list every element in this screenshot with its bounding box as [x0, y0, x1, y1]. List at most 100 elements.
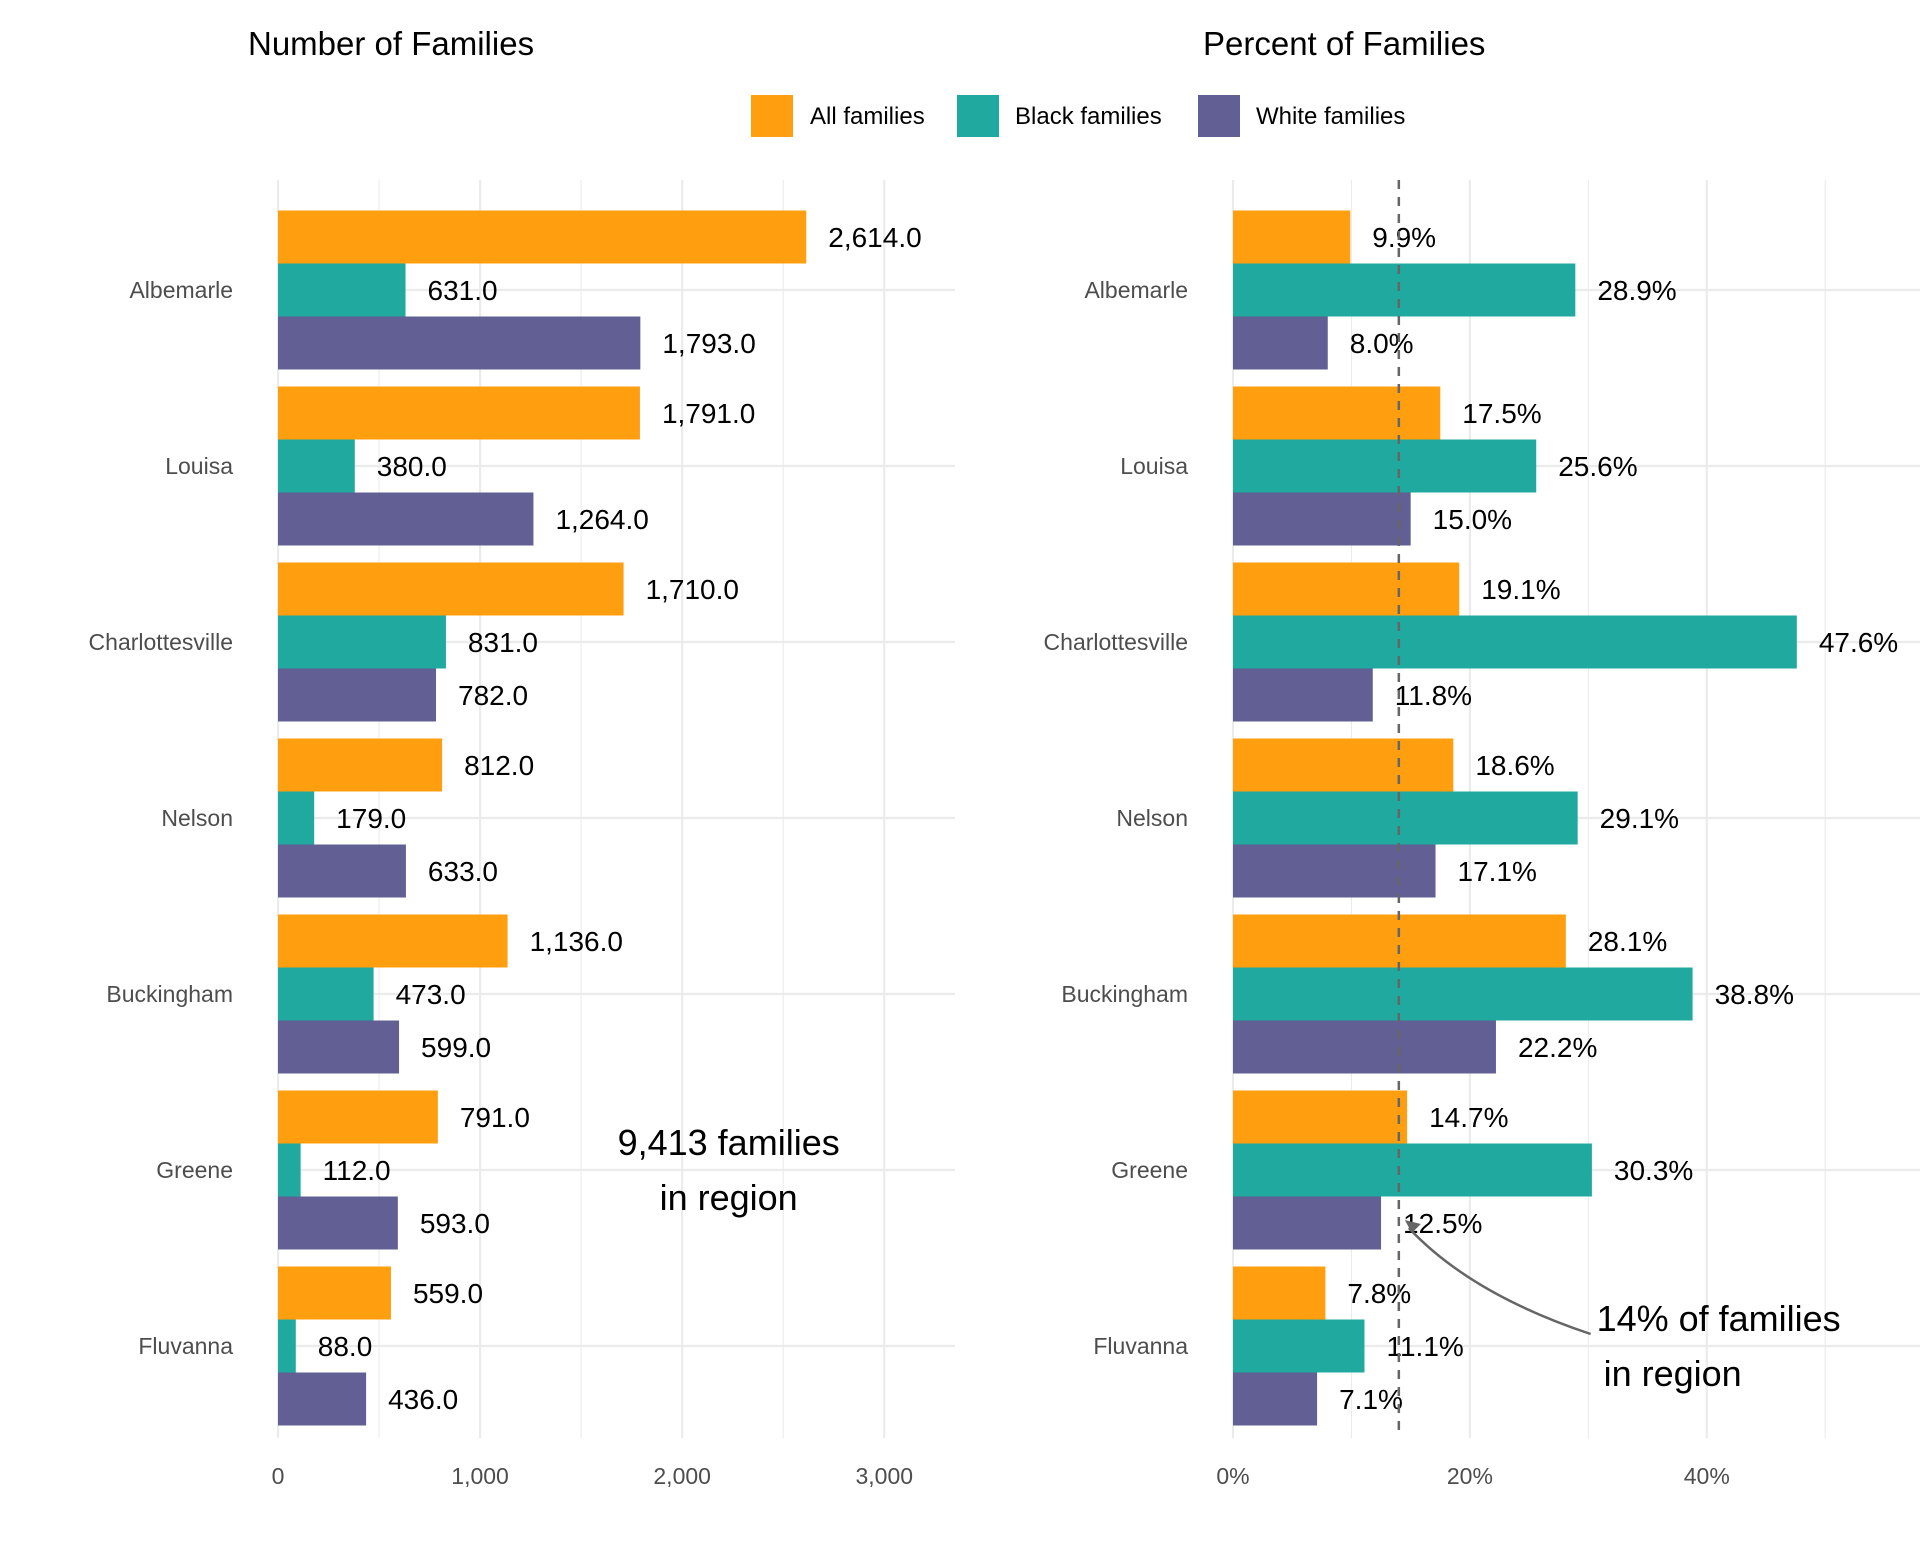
- bar-all: [278, 738, 443, 792]
- data-label-white: 1,264.0: [555, 504, 648, 535]
- category-label-fluvanna: Fluvanna: [1093, 1333, 1188, 1359]
- bar-all: [278, 1266, 391, 1320]
- bar-white: [1233, 1020, 1496, 1074]
- bar-black: [278, 967, 374, 1021]
- bar-white: [278, 492, 534, 546]
- x-tick-label: 20%: [1447, 1463, 1493, 1489]
- bar-all: [278, 562, 624, 616]
- bar-all: [278, 386, 640, 440]
- bar-black: [1233, 1143, 1592, 1197]
- data-label-white: 782.0: [458, 680, 528, 711]
- category-label-nelson: Nelson: [1116, 805, 1188, 831]
- category-label-greene: Greene: [156, 1157, 233, 1183]
- bar-white: [278, 316, 641, 370]
- bar-black: [1233, 263, 1576, 317]
- data-label-all: 791.0: [460, 1102, 530, 1133]
- bar-white: [1233, 1372, 1318, 1426]
- annotation-arrowhead: [1404, 1220, 1421, 1233]
- annotation-text-line1: 9,413 families: [618, 1122, 840, 1163]
- data-label-all: 2,614.0: [828, 222, 921, 253]
- category-label-albemarle: Albemarle: [129, 277, 233, 303]
- data-label-white: 1,793.0: [662, 328, 755, 359]
- annotation-text-line2: in region: [1604, 1353, 1742, 1394]
- annotation-arrow: [1407, 1227, 1592, 1336]
- category-label-buckingham: Buckingham: [106, 981, 233, 1007]
- legend-swatch-black: [957, 95, 999, 137]
- bar-black: [1233, 1319, 1365, 1373]
- legend-swatch-white: [1198, 95, 1240, 137]
- data-label-black: 831.0: [468, 627, 538, 658]
- data-label-white: 599.0: [421, 1032, 491, 1063]
- data-label-black: 29.1%: [1600, 803, 1679, 834]
- bar-black: [1233, 439, 1537, 493]
- data-label-white: 8.0%: [1350, 328, 1414, 359]
- bar-black: [1233, 615, 1797, 669]
- legend-label-white: White families: [1256, 103, 1405, 130]
- x-tick-label: 40%: [1684, 1463, 1730, 1489]
- panel-number: Number of Families 0 1,000 2,000 3,000 Albema…: [89, 25, 955, 1489]
- data-label-white: 15.0%: [1433, 504, 1512, 535]
- bar-white: [278, 668, 437, 722]
- bar-black: [1233, 791, 1578, 845]
- data-label-white: 11.8%: [1395, 680, 1472, 711]
- x-tick-label: 1,000: [451, 1463, 509, 1489]
- data-label-all: 1,136.0: [530, 926, 623, 957]
- bar-white: [1233, 316, 1328, 370]
- data-label-all: 1,791.0: [662, 398, 755, 429]
- bar-black: [278, 1319, 296, 1373]
- data-label-all: 1,710.0: [646, 574, 739, 605]
- bar-white: [278, 1196, 398, 1250]
- bar-all: [1233, 562, 1460, 616]
- data-label-white: 17.1%: [1458, 856, 1537, 887]
- data-label-all: 9.9%: [1372, 222, 1436, 253]
- bar-all: [278, 1090, 438, 1144]
- data-label-black: 179.0: [336, 803, 406, 834]
- bar-all: [1233, 738, 1454, 792]
- data-label-black: 25.6%: [1558, 451, 1637, 482]
- data-label-all: 812.0: [464, 750, 534, 781]
- bar-all: [1233, 914, 1566, 968]
- category-label-louisa: Louisa: [1120, 453, 1188, 479]
- data-label-black: 47.6%: [1819, 627, 1898, 658]
- data-label-black: 28.9%: [1597, 275, 1676, 306]
- data-label-all: 18.6%: [1475, 750, 1554, 781]
- data-label-all: 17.5%: [1462, 398, 1541, 429]
- category-label-nelson: Nelson: [161, 805, 233, 831]
- data-label-all: 559.0: [413, 1278, 483, 1309]
- category-label-albemarle: Albemarle: [1084, 277, 1188, 303]
- data-label-white: 22.2%: [1518, 1032, 1597, 1063]
- data-label-black: 473.0: [396, 979, 466, 1010]
- data-label-black: 30.3%: [1614, 1155, 1693, 1186]
- panel-title: Percent of Families: [1203, 25, 1485, 62]
- bar-white: [1233, 844, 1436, 898]
- data-label-white: 7.1%: [1339, 1384, 1403, 1415]
- x-tick-label: 2,000: [653, 1463, 711, 1489]
- bar-white: [1233, 492, 1411, 546]
- data-label-black: 88.0: [318, 1331, 373, 1362]
- legend-label-black: Black families: [1015, 103, 1162, 130]
- bar-black: [278, 1143, 301, 1197]
- legend-swatch-all: [751, 95, 793, 137]
- data-label-black: 112.0: [323, 1155, 391, 1186]
- data-label-black: 380.0: [377, 451, 447, 482]
- bar-black: [278, 791, 315, 845]
- bar-black: [278, 439, 355, 493]
- data-label-white: 593.0: [420, 1208, 490, 1239]
- data-label-all: 19.1%: [1481, 574, 1560, 605]
- bar-white: [1233, 668, 1373, 722]
- data-label-all: 28.1%: [1588, 926, 1667, 957]
- bar-white: [278, 844, 406, 898]
- bar-all: [1233, 210, 1351, 264]
- annotation-text-line1: 14% of families: [1597, 1298, 1841, 1339]
- category-label-charlottesville: Charlottesville: [89, 629, 233, 655]
- data-label-black: 38.8%: [1715, 979, 1794, 1010]
- data-label-white: 436.0: [388, 1384, 458, 1415]
- category-label-buckingham: Buckingham: [1061, 981, 1188, 1007]
- bar-all: [278, 210, 807, 264]
- bar-all: [1233, 386, 1441, 440]
- category-label-greene: Greene: [1111, 1157, 1188, 1183]
- data-label-all: 7.8%: [1347, 1278, 1411, 1309]
- bar-white: [278, 1372, 367, 1426]
